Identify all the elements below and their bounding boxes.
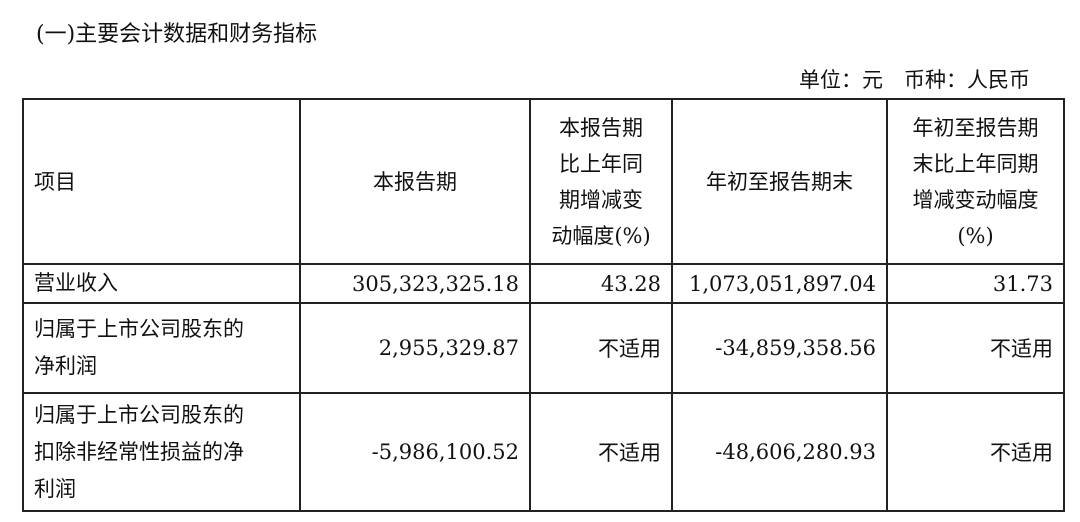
cell-current-change: 不适用 (529, 302, 673, 394)
item-line: 利润 (34, 476, 76, 501)
cell-current: -5,986,100.52 (299, 392, 531, 512)
row-item: 归属于上市公司股东的 净利润 (22, 302, 301, 394)
item-line: 归属于上市公司股东的 (34, 402, 244, 427)
table-row: 归属于上市公司股东的 净利润 2,955,329.87 不适用 -34,859,… (22, 302, 1065, 394)
cell-ytd-change: 不适用 (886, 302, 1065, 394)
cell-current-change: 不适用 (529, 392, 673, 512)
section-title: (一)主要会计数据和财务指标 (36, 22, 318, 47)
header-line: 年初至报告期 (912, 115, 1039, 140)
cell-ytd: -34,859,358.56 (671, 302, 888, 394)
row-item: 归属于上市公司股东的 扣除非经常性损益的净 利润 (22, 392, 301, 512)
unit-currency-note: 单位：元 币种：人民币 (799, 68, 1030, 92)
cell-ytd-change: 不适用 (886, 392, 1065, 512)
cell-ytd: 1,073,051,897.04 (671, 263, 888, 304)
header-ytd-change: 年初至报告期 末比上年同期 增减变动幅度 (%) (886, 98, 1065, 265)
cell-current: 2,955,329.87 (299, 302, 531, 394)
item-line: 归属于上市公司股东的 (34, 317, 244, 341)
financial-data-table: 项目 本报告期 本报告期 比上年同 期增减变 动幅度(%) 年初至报告期末 年初… (22, 98, 1065, 512)
cell-ytd-change: 31.73 (886, 263, 1065, 304)
header-line: 动幅度(%) (551, 223, 651, 248)
header-current-period: 本报告期 (299, 98, 531, 265)
header-item: 项目 (22, 98, 301, 265)
table-row: 营业收入 305,323,325.18 43.28 1,073,051,897.… (22, 263, 1065, 304)
item-line: 净利润 (34, 354, 97, 378)
cell-ytd: -48,606,280.93 (671, 392, 888, 512)
header-line: 本报告期 (559, 115, 643, 140)
header-line: 期增减变 (559, 187, 643, 212)
header-line: 比上年同 (559, 151, 643, 176)
header-ytd: 年初至报告期末 (671, 98, 888, 265)
header-current-change: 本报告期 比上年同 期增减变 动幅度(%) (529, 98, 673, 265)
cell-current: 305,323,325.18 (299, 263, 531, 304)
header-line: (%) (957, 223, 994, 248)
header-row: 项目 本报告期 本报告期 比上年同 期增减变 动幅度(%) 年初至报告期末 年初… (22, 98, 1065, 265)
header-line: 末比上年同期 (912, 151, 1039, 176)
item-line: 扣除非经常性损益的净 (34, 439, 244, 464)
table-row: 归属于上市公司股东的 扣除非经常性损益的净 利润 -5,986,100.52 不… (22, 392, 1065, 512)
row-item: 营业收入 (22, 263, 301, 304)
header-line: 增减变动幅度 (912, 187, 1039, 212)
cell-current-change: 43.28 (529, 263, 673, 304)
